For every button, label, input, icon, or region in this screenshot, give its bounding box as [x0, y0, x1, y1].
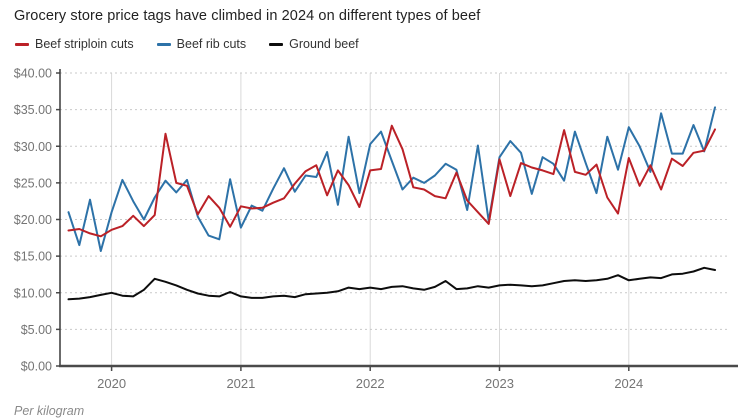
x-tick-label: 2024 [614, 376, 643, 391]
legend-label: Beef rib cuts [176, 37, 247, 51]
y-tick-label: $25.00 [14, 176, 52, 190]
y-tick-label: $20.00 [14, 213, 52, 227]
legend: Beef striploin cuts Beef rib cuts Ground b… [15, 37, 359, 51]
y-tick-label: $40.00 [14, 67, 52, 81]
x-tick-label: 2021 [226, 376, 255, 391]
y-tick-label: $5.00 [21, 323, 52, 337]
legend-item-beef-rib-cuts: Beef rib cuts [156, 37, 247, 51]
x-tick-label: 2022 [356, 376, 385, 391]
legend-swatch-icon [269, 42, 284, 46]
legend-swatch-icon [156, 42, 171, 46]
y-tick-label: $10.00 [14, 286, 52, 300]
series-line-beef-rib-cuts [67, 106, 716, 252]
legend-item-ground-beef: Ground beef [269, 37, 359, 51]
footnote: Per kilogram [14, 404, 85, 418]
legend-label: Ground beef [289, 37, 359, 51]
series-line-beef-striploin-cuts [67, 124, 716, 238]
y-tick-label: $0.00 [21, 360, 52, 374]
legend-label: Beef striploin cuts [35, 37, 134, 51]
y-tick-label: $15.00 [14, 250, 52, 264]
y-tick-label: $35.00 [14, 103, 52, 117]
x-tick-label: 2020 [97, 376, 126, 391]
legend-item-beef-striploin-cuts: Beef striploin cuts [15, 37, 134, 51]
chart-title: Grocery store price tags have climbed in… [14, 8, 481, 24]
y-tick-label: $30.00 [14, 140, 52, 154]
legend-swatch-icon [15, 42, 29, 46]
x-tick-label: 2023 [485, 376, 514, 391]
series-line-ground-beef [67, 266, 716, 301]
